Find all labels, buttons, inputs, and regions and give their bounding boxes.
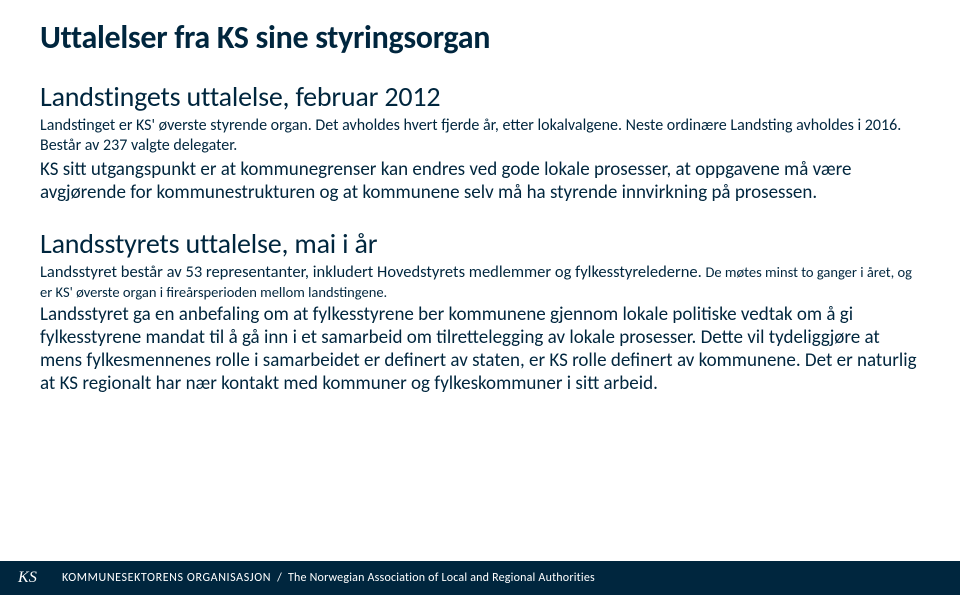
section2-intro: Landsstyret består av 53 representanter,… <box>40 263 920 303</box>
section1-heading: Landstingets uttalelse, februar 2012 <box>40 79 920 114</box>
section2-heading: Landsstyrets uttalelse, mai i år <box>40 226 920 261</box>
section2-body: Landsstyret ga en anbefaling om at fylke… <box>40 303 920 396</box>
slide-content: Uttalelser fra KS sine styringsorgan Lan… <box>0 0 960 396</box>
footer-brand: KOMMUNESEKTORENS ORGANISASJON <box>62 571 271 585</box>
footer-bar: KS KOMMUNESEKTORENS ORGANISASJON / The N… <box>0 561 960 595</box>
page-title: Uttalelser fra KS sine styringsorgan <box>40 18 920 57</box>
footer-logo: KS <box>18 569 44 587</box>
section1-intro: Landstinget er KS' øverste styrende orga… <box>40 116 920 156</box>
slide: Uttalelser fra KS sine styringsorgan Lan… <box>0 0 960 595</box>
section2-intro-part1: Landsstyret består av 53 representanter,… <box>40 262 706 282</box>
footer-separator: / <box>277 571 282 585</box>
section1-body: KS sitt utgangspunkt er at kommunegrense… <box>40 158 920 204</box>
footer-subtitle: The Norwegian Association of Local and R… <box>288 571 595 585</box>
